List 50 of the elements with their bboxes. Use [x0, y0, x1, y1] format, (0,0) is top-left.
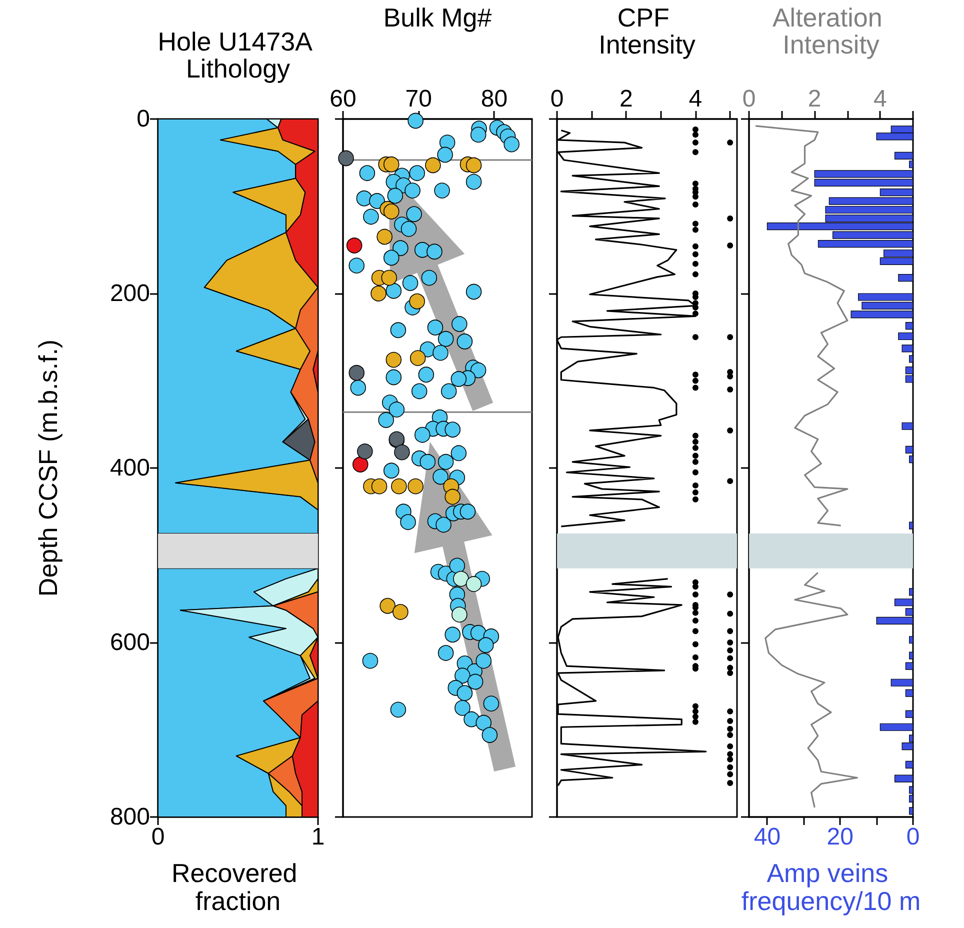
point [380, 598, 396, 614]
chart-title: CPF Intensity [598, 2, 696, 60]
y-tick-label: 600 [110, 629, 150, 656]
point [384, 204, 400, 220]
point [352, 456, 368, 472]
x-axis-title: Recovered fraction [172, 858, 304, 916]
point [348, 365, 365, 381]
x2-tick-label: 0 [550, 86, 564, 112]
x-tick-label: 0 [906, 824, 920, 850]
point [425, 157, 441, 174]
y-tick-label: 800 [110, 804, 150, 830]
point [386, 352, 402, 368]
point [391, 478, 407, 494]
point [444, 488, 461, 505]
point [392, 604, 408, 620]
point [453, 570, 469, 587]
point [381, 270, 398, 286]
point [371, 478, 388, 494]
point [370, 286, 386, 302]
chart-title: Bulk Mg# [383, 2, 492, 32]
y-tick-label: 0 [136, 106, 150, 132]
x2-tick-label: 4 [874, 86, 887, 112]
point [357, 444, 373, 460]
y-tick-label: 400 [110, 454, 150, 482]
x2-tick-label: 2 [620, 86, 633, 112]
x-tick-label: 1 [311, 824, 325, 850]
point [376, 228, 392, 245]
point [384, 156, 400, 172]
point [346, 238, 362, 254]
x2-tick-label: 70 [405, 86, 432, 112]
x-tick-label: 20 [826, 824, 854, 850]
x2-tick-label: 2 [808, 86, 822, 112]
x2-tick-label: 60 [330, 86, 356, 112]
point [394, 444, 410, 460]
point [408, 478, 424, 494]
point [452, 606, 468, 622]
point [466, 576, 482, 592]
chart-title: Alteration Intensity [772, 2, 890, 60]
x-tick-label: 40 [754, 824, 781, 850]
point [409, 293, 425, 310]
x2-tick-label: 0 [742, 86, 756, 112]
x2-tick-label: 4 [688, 86, 702, 112]
x2-tick-label: 80 [480, 86, 508, 112]
point [466, 157, 482, 174]
x-axis-title: Amp veins frequency/10 m [741, 858, 921, 916]
chart-title: Hole U1473A Lithology [158, 26, 318, 84]
y-tick-label: 200 [110, 280, 150, 307]
y-axis-title: Depth CCSF (m.b.s.f.) [33, 339, 63, 597]
point [338, 150, 354, 166]
point [410, 350, 426, 366]
